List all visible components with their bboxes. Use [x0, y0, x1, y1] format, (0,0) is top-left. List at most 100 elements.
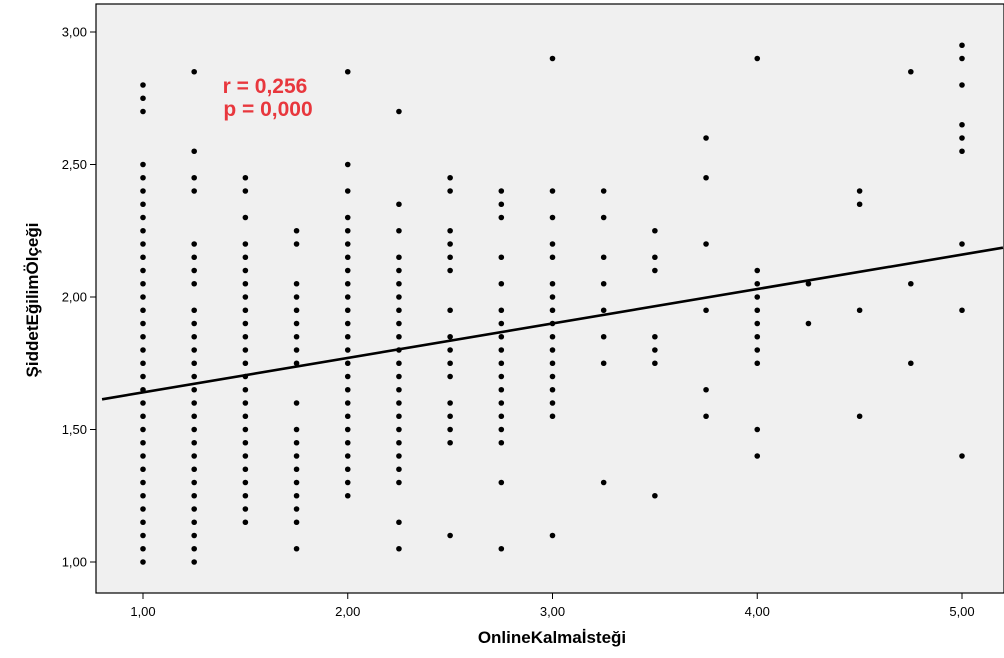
data-point: [242, 333, 249, 340]
data-point: [191, 386, 197, 393]
data-point: [549, 360, 556, 367]
data-point: [447, 188, 453, 194]
data-point: [191, 320, 197, 327]
y-tick-label: 3,00: [62, 25, 87, 40]
data-point: [652, 492, 658, 499]
data-point: [652, 347, 658, 353]
data-point: [549, 347, 556, 353]
data-point: [293, 506, 300, 512]
data-point: [344, 360, 351, 367]
data-point: [856, 307, 863, 314]
data-point: [447, 254, 453, 261]
data-point: [549, 55, 556, 62]
data-point: [498, 479, 505, 486]
data-point: [191, 532, 197, 539]
data-point: [549, 241, 556, 247]
data-point: [242, 294, 249, 300]
y-tick-label: 2,50: [62, 157, 87, 172]
data-point: [242, 188, 249, 194]
data-point: [140, 532, 146, 539]
data-point: [140, 400, 146, 406]
data-point: [549, 400, 556, 406]
x-tick-label: 3,00: [540, 604, 565, 619]
data-point: [856, 413, 863, 420]
data-point: [140, 95, 146, 102]
data-point: [703, 135, 709, 141]
data-point: [191, 453, 197, 459]
data-point: [396, 320, 402, 327]
data-point: [140, 347, 146, 353]
data-point: [140, 333, 146, 340]
data-point: [140, 373, 146, 380]
data-point: [498, 386, 505, 393]
data-point: [447, 413, 453, 420]
data-point: [652, 227, 658, 234]
data-point: [191, 307, 197, 314]
data-point: [191, 479, 197, 486]
data-point: [344, 280, 351, 287]
data-point: [652, 267, 658, 274]
data-point: [293, 453, 300, 459]
data-point: [344, 307, 351, 314]
plot-border: [95, 3, 1004, 594]
data-point: [754, 333, 761, 340]
data-point: [959, 135, 965, 141]
data-point: [242, 439, 249, 446]
data-point: [549, 307, 556, 314]
data-point: [140, 82, 146, 88]
data-point: [959, 42, 965, 49]
data-point: [959, 121, 965, 128]
data-point: [242, 400, 249, 406]
data-point: [344, 492, 351, 499]
annotation-r: r = 0,256: [223, 75, 308, 98]
data-point: [344, 439, 351, 446]
data-point: [498, 373, 505, 380]
data-point: [242, 413, 249, 420]
data-point: [754, 320, 761, 327]
data-point: [549, 413, 556, 420]
data-point: [754, 267, 761, 274]
data-point: [191, 559, 197, 565]
data-point: [140, 545, 146, 552]
data-point: [549, 333, 556, 340]
data-point: [703, 386, 709, 393]
data-point: [396, 466, 402, 473]
data-point: [293, 492, 300, 499]
data-point: [498, 413, 505, 420]
data-point: [652, 254, 658, 261]
data-point: [344, 320, 351, 327]
data-point: [498, 347, 505, 353]
data-point: [344, 453, 351, 459]
data-point: [652, 333, 658, 340]
data-point: [754, 360, 761, 367]
data-point: [140, 439, 146, 446]
data-point: [140, 426, 146, 433]
data-point: [293, 294, 300, 300]
data-point: [396, 373, 402, 380]
data-point: [549, 280, 556, 287]
data-point: [959, 453, 965, 459]
data-point: [344, 254, 351, 261]
data-point: [242, 519, 249, 526]
data-point: [344, 241, 351, 247]
data-point: [344, 188, 351, 194]
data-point: [293, 280, 300, 287]
data-point: [191, 241, 197, 247]
data-point: [549, 532, 556, 539]
data-point: [959, 55, 965, 62]
data-point: [242, 254, 249, 261]
data-point: [242, 214, 249, 221]
data-point: [191, 426, 197, 433]
annotation-p: p = 0,000: [223, 98, 312, 121]
data-point: [293, 545, 300, 552]
data-point: [703, 241, 709, 247]
data-point: [498, 201, 505, 208]
data-point: [191, 519, 197, 526]
data-point: [140, 466, 146, 473]
data-point: [703, 307, 709, 314]
data-point: [344, 479, 351, 486]
data-point: [396, 294, 402, 300]
data-point: [703, 413, 709, 420]
data-point: [191, 506, 197, 512]
data-point: [140, 188, 146, 194]
